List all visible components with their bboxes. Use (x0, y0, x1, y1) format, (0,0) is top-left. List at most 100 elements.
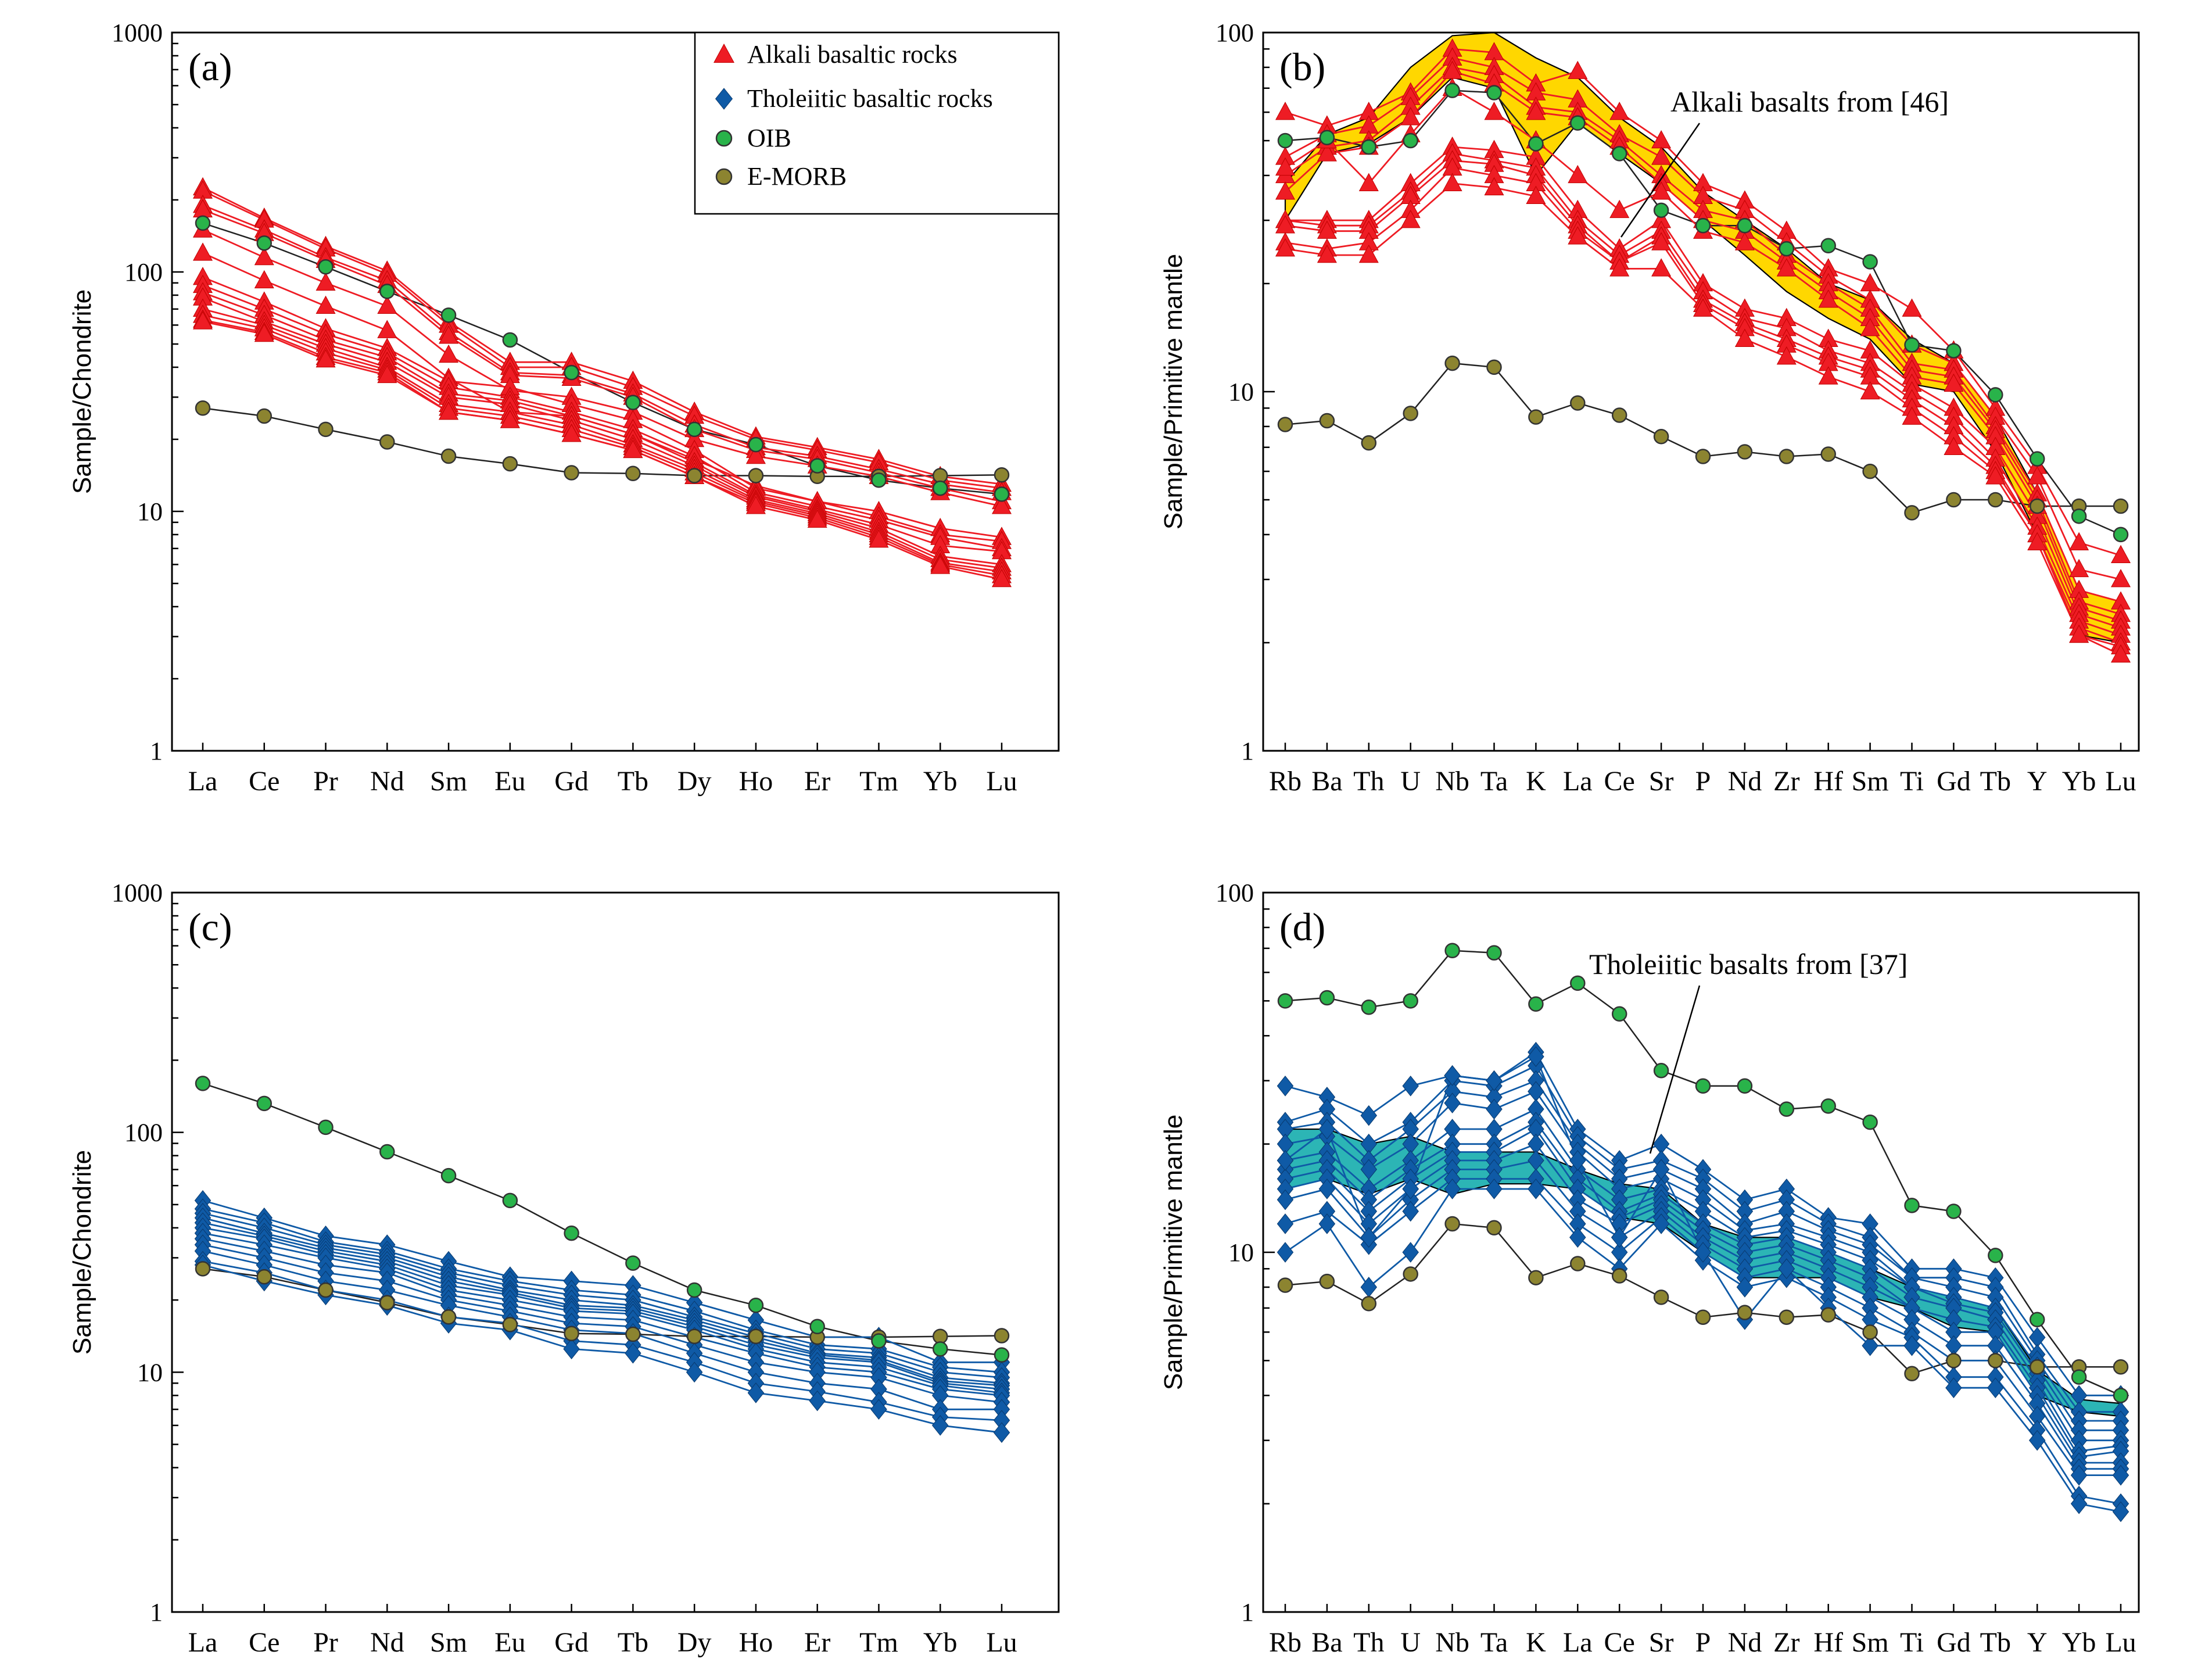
sample-line (202, 1264, 1002, 1434)
emorb-marker (1528, 409, 1544, 425)
emorb-marker (1779, 449, 1795, 464)
sample-line (202, 1227, 1002, 1390)
x-tick-label: La (188, 766, 218, 797)
sample-line (202, 308, 1002, 569)
x-tick-label: Nd (1728, 1627, 1762, 1658)
tholeiitic-marker (2070, 1464, 2088, 1486)
oib-marker (686, 421, 702, 438)
x-tick-label: Lu (986, 766, 1017, 797)
emorb-marker (564, 465, 579, 481)
x-tick-label: Ta (1480, 766, 1508, 797)
alkali-marker (377, 295, 397, 314)
x-tick-label: Hf (1813, 766, 1843, 797)
oib-marker (1737, 1078, 1753, 1094)
legend-tholeiitic-label: Tholeiitic basaltic rocks (747, 84, 993, 113)
oib-marker (1862, 254, 1878, 270)
tholeiitic-marker (1318, 1213, 1336, 1234)
x-tick-label: Ce (249, 766, 279, 797)
emorb-marker (440, 448, 457, 464)
alkali-marker (500, 410, 520, 428)
tholeiitic-marker (1569, 1150, 1586, 1171)
x-tick-label: Gd (554, 1627, 589, 1658)
alkali-marker (1818, 366, 1838, 385)
y-tick-label: 10 (137, 1358, 163, 1387)
alkali-marker (439, 325, 459, 344)
emorb-marker (318, 1282, 334, 1298)
emorb-marker (1737, 444, 1753, 460)
x-tick-label: Nb (1435, 1627, 1469, 1658)
emorb-marker (1570, 395, 1586, 411)
alkali-marker (1275, 238, 1295, 257)
emorb-marker (1611, 407, 1627, 423)
x-tick-label: Er (804, 1627, 830, 1658)
alkali-marker (1734, 232, 1755, 250)
legend-alkali-label: Alkali basaltic rocks (747, 40, 958, 69)
alkali-marker (2069, 558, 2089, 578)
emorb-marker (748, 468, 764, 483)
tholeiitic-marker (1778, 1258, 1795, 1280)
alkali-marker (1275, 102, 1295, 120)
x-tick-label: Nd (370, 766, 404, 797)
emorb-marker (1862, 463, 1878, 479)
alkali-marker (193, 242, 213, 261)
emorb-marker (1695, 449, 1711, 464)
x-tick-label: Tb (618, 1627, 648, 1658)
alkali-marker (1568, 164, 1588, 184)
oib-marker (1611, 1006, 1627, 1022)
x-tick-label: P (1695, 1627, 1711, 1658)
tholeiitic-marker (1402, 1075, 1419, 1097)
tholeiitic-marker (1444, 1178, 1461, 1199)
x-tick-label: Nd (1728, 766, 1762, 797)
emorb-marker (379, 1295, 395, 1310)
oib-marker (1653, 1063, 1669, 1079)
tholeiitic-marker (1987, 1377, 2004, 1399)
tholeiitic-marker (993, 1422, 1010, 1443)
y-tick-label: 1 (1241, 737, 1254, 765)
emorb-marker (1403, 406, 1418, 421)
x-tick-label: Ce (1604, 1627, 1635, 1658)
panel-a-chondrite-alkali: 1 10 100 1000 La Ce Pr Nd Sm Eu Gd Tb Dy Ho Er Tm Yb Lu Sa… (68, 19, 1060, 797)
tholeiitic-marker (1277, 1075, 1294, 1097)
oib-marker (195, 1076, 211, 1091)
tholeiitic-marker (1569, 1227, 1586, 1248)
oib-marker (256, 235, 273, 251)
legend-emorb-label: E-MORB (747, 162, 847, 191)
alkali-marker (315, 272, 336, 291)
alkali-marker (1776, 346, 1797, 365)
x-tick-label: Yb (923, 1627, 958, 1658)
oib-marker (1653, 202, 1669, 218)
tholeiitic-marker (1611, 1227, 1628, 1248)
x-tick-label: Th (1353, 1627, 1384, 1658)
tholeiitic-marker (1402, 1178, 1419, 1199)
alkali-marker (1609, 102, 1630, 120)
alkali-marker (1776, 258, 1797, 277)
emorb-marker (1904, 1366, 1920, 1382)
emorb-marker (256, 1269, 273, 1285)
oib-marker (2071, 1369, 2087, 1385)
x-tick-label: Ba (1311, 1627, 1342, 1658)
oib-marker (1444, 83, 1460, 98)
oib-line (202, 1083, 1002, 1356)
oib-marker (1570, 975, 1586, 991)
emorb-marker (1361, 435, 1377, 451)
alkali-marker (1609, 199, 1630, 218)
emorb-marker (1820, 446, 1836, 462)
alkali-marker (1860, 318, 1880, 336)
tholeiitic-marker (563, 1338, 580, 1360)
tholeiitic-marker (931, 1415, 949, 1436)
emorb-marker (1403, 1266, 1418, 1282)
x-tick-label: Ti (1900, 766, 1924, 797)
oib-marker (1988, 1248, 2003, 1263)
annotation-leader (1620, 123, 1701, 238)
alkali-marker (1568, 60, 1588, 79)
alkali-marker (1400, 210, 1421, 228)
sample-line (202, 187, 1002, 485)
oib-marker (318, 1119, 334, 1135)
x-tick-label: Eu (494, 1627, 525, 1658)
x-tick-label: Gd (1937, 766, 1971, 797)
alkali-marker (439, 344, 459, 363)
annotation-leader (1649, 985, 1701, 1154)
tholeiitic-marker (2070, 1493, 2088, 1514)
x-tick-label: P (1695, 766, 1711, 797)
